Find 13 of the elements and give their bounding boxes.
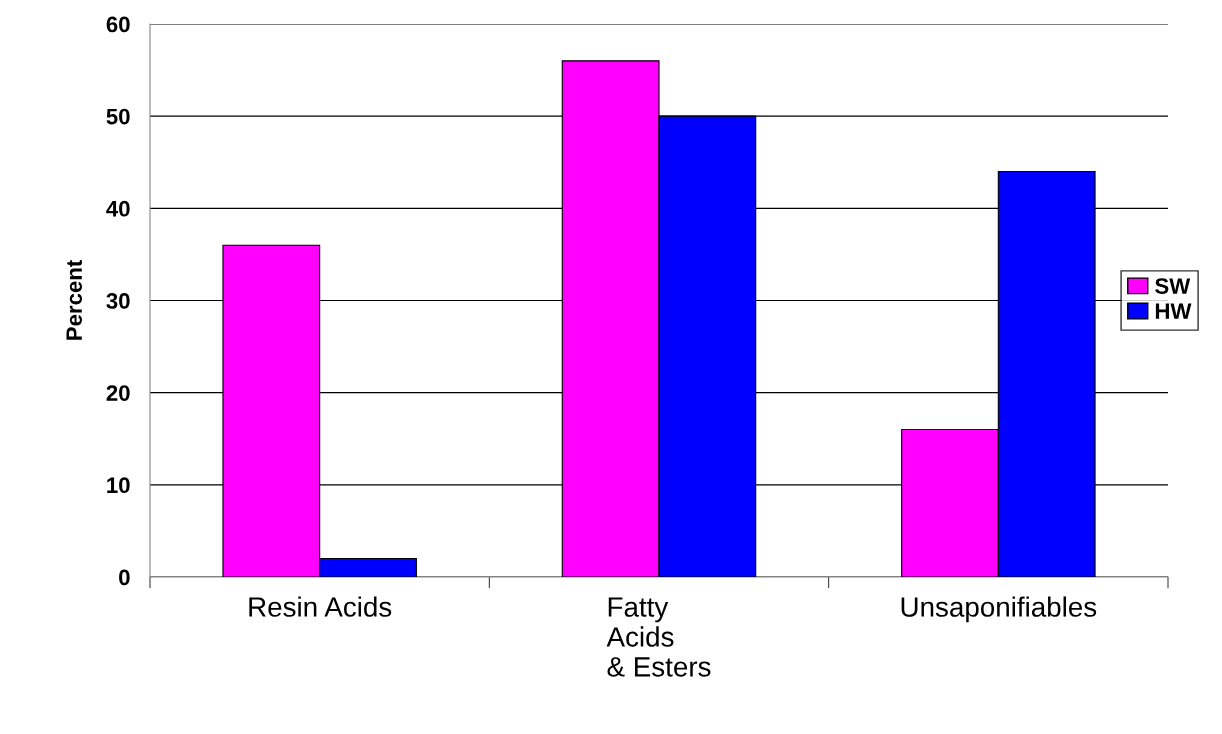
y-tick-label: 0 [119, 569, 130, 586]
x-tick-label: Fatty Acids & Esters [606, 597, 711, 677]
x-tick-label: Resin Acids [249, 596, 392, 617]
x-tick-label: Unsaponifiables [901, 596, 1097, 623]
legend-label: HW [1155, 303, 1192, 319]
y-axis-title: Percent [66, 260, 82, 340]
y-tick-label: 50 [106, 108, 130, 125]
legend-label: SW [1155, 278, 1191, 294]
y-tick-label: 40 [106, 200, 130, 217]
y-tick-label: 10 [107, 477, 130, 494]
y-tick-label: 60 [106, 16, 130, 33]
y-tick-label: 30 [106, 293, 130, 309]
y-tick-label: 20 [106, 385, 130, 401]
